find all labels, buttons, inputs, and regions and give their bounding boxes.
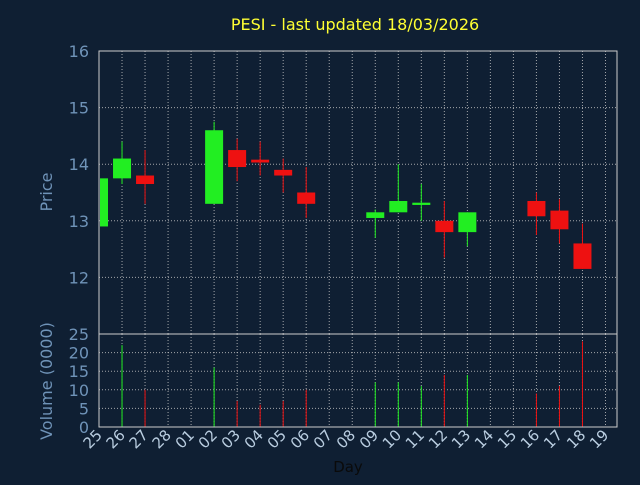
price-tick-label: 15	[69, 99, 89, 118]
candle	[274, 158, 293, 193]
volume-grid	[99, 334, 617, 427]
candle-body	[435, 220, 454, 233]
volume-axis-label: Volume (0000)	[37, 322, 56, 440]
candle	[136, 150, 155, 204]
candle	[573, 223, 592, 269]
candles	[98, 121, 592, 269]
candle	[205, 121, 224, 204]
candle-body	[412, 202, 431, 205]
price-axis-ticks: 12 13 14 15 16	[69, 42, 89, 287]
candle	[297, 167, 316, 218]
price-grid	[99, 50, 617, 334]
candle	[228, 138, 247, 182]
volume-tick-label: 10	[69, 381, 89, 400]
candle	[366, 209, 385, 238]
candle	[98, 178, 108, 227]
x-tick-label: 19	[586, 426, 612, 452]
candle-body	[274, 169, 293, 176]
candle	[251, 141, 270, 176]
candle-body	[573, 243, 592, 269]
volume-panel-frame	[98, 333, 618, 428]
volume-tick-label: 15	[69, 362, 89, 381]
volume-tick-label: 0	[79, 418, 89, 437]
candle-body	[389, 200, 408, 213]
price-tick-label: 13	[69, 212, 89, 231]
candle-body	[458, 212, 477, 233]
volume-tick-label: 20	[69, 344, 89, 363]
volume-tick-label: 25	[69, 325, 89, 344]
candle-body	[100, 178, 108, 227]
candle	[550, 199, 569, 244]
candle	[113, 141, 132, 185]
price-panel-frame	[98, 50, 618, 335]
candle	[435, 200, 454, 258]
x-axis-ticks: 2526272801020304050607080910111213141516…	[80, 426, 613, 452]
price-tick-label: 14	[69, 155, 89, 174]
candle-body	[205, 130, 224, 204]
candle-body	[297, 192, 316, 204]
candle	[412, 184, 431, 221]
candle-body	[550, 210, 569, 230]
volume-bars	[121, 341, 583, 427]
price-axis-label: Price	[37, 172, 56, 211]
candle	[389, 164, 408, 213]
candle-body	[251, 159, 270, 163]
chart-title: PESI - last updated 18/03/2026	[231, 15, 479, 34]
candle-body	[113, 158, 132, 179]
candle-body	[527, 200, 546, 217]
price-tick-label: 16	[69, 42, 89, 61]
candle-body	[136, 175, 155, 185]
x-axis-label: Day	[333, 458, 363, 476]
volume-tick-label: 5	[79, 399, 89, 418]
candle-body	[228, 150, 247, 168]
candle	[527, 192, 546, 235]
candle-body	[366, 212, 385, 218]
price-tick-label: 12	[69, 268, 89, 287]
candle	[458, 212, 477, 247]
